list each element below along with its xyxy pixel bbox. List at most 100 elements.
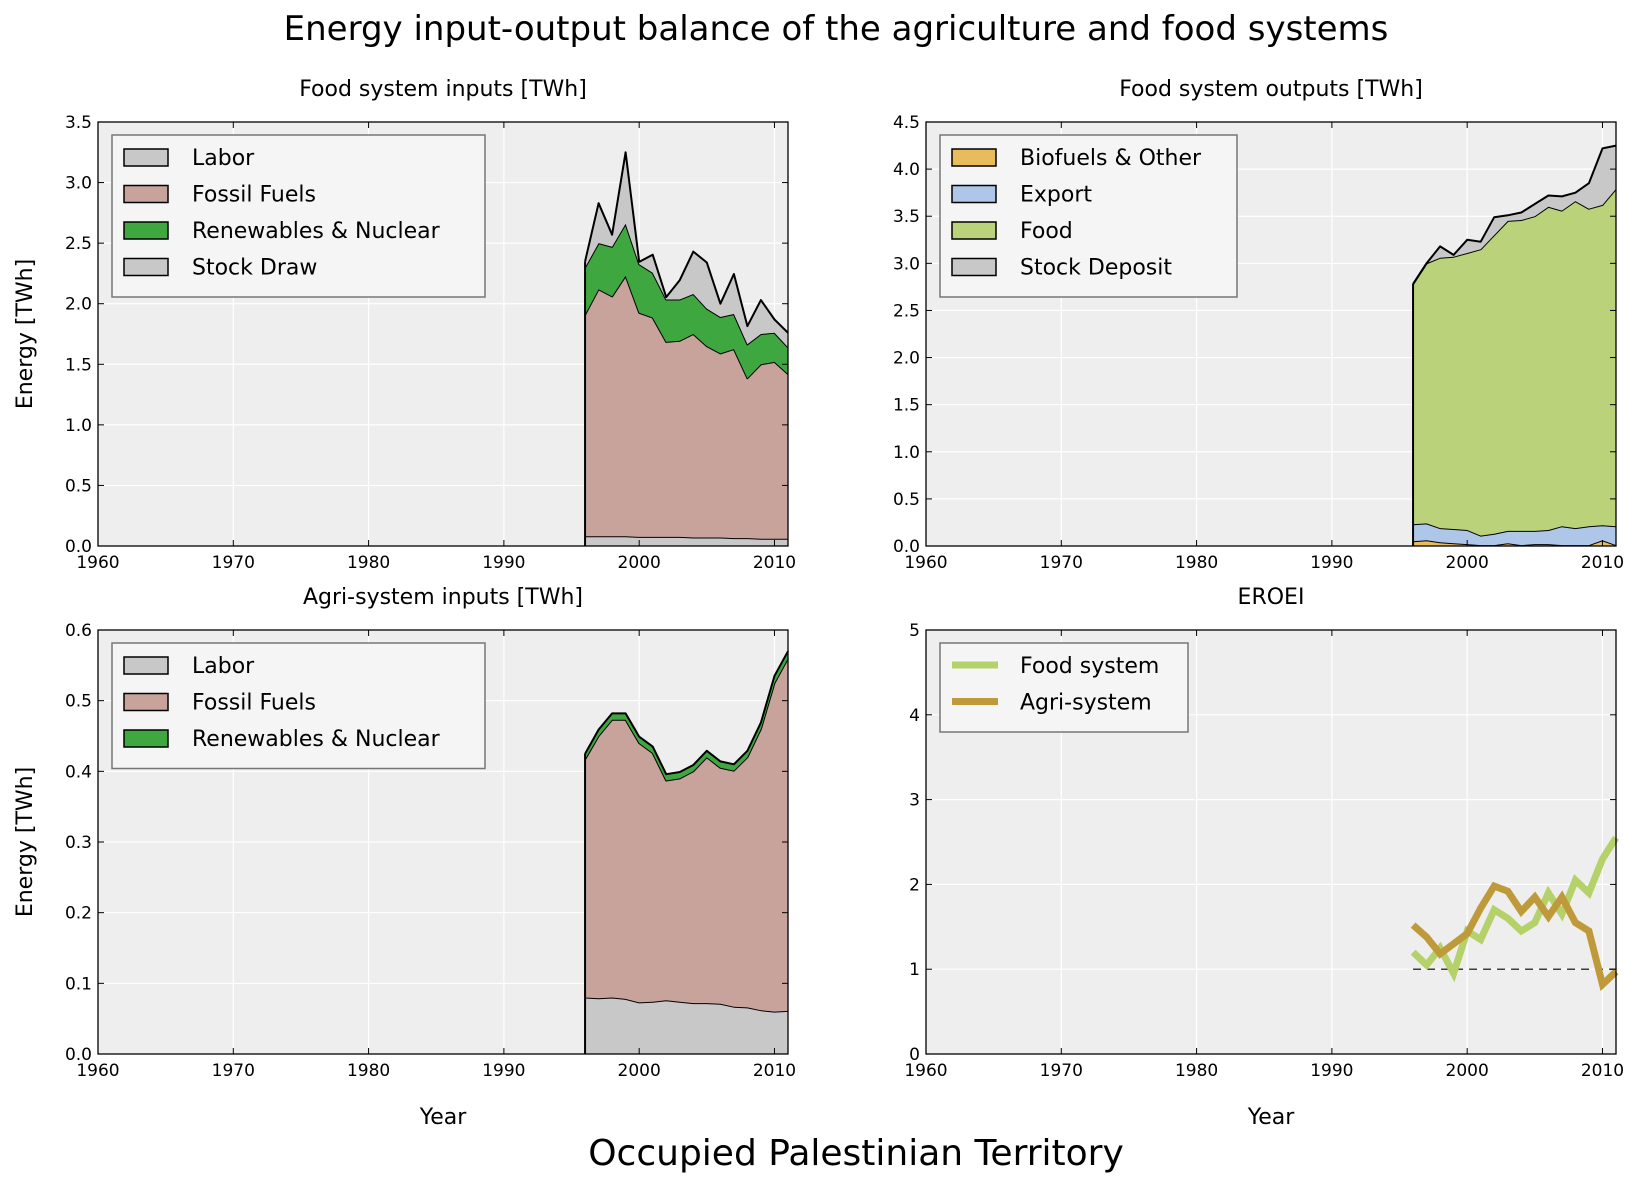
- chart1-legend-box: [111, 134, 486, 298]
- figure-title: Energy input-output balance of the agric…: [284, 9, 1389, 49]
- chart1-area-stock-draw: [585, 152, 788, 348]
- chart3: 1960 1970 1980 1990 2000 2010 0.0 0.1 0.2 0.3 0.4 0…: [13, 585, 796, 1130]
- chart2-legend-label-biofuels-other: Biofuels & Other: [1020, 146, 1202, 171]
- chart1-area-renewables-nuclear: [585, 223, 788, 379]
- chart3-ytick-label: 0.4: [65, 762, 92, 782]
- chart4-title: EROEI: [1238, 585, 1305, 610]
- chart3-area-renewables-nuclear: [585, 651, 788, 781]
- chart4-xtick-label: 1970: [1040, 1061, 1083, 1081]
- chart4-ytick-label: 1: [909, 960, 920, 980]
- chart3-ylabel: Energy [TWh]: [13, 767, 38, 917]
- chart2-frame: [925, 121, 1617, 547]
- chart3-xtick-label: 1960: [76, 1061, 119, 1081]
- chart1-title: Food system inputs [TWh]: [299, 77, 587, 102]
- chart4-xtick-label: 1990: [1310, 1061, 1353, 1081]
- chart3-xtick-label: 2010: [753, 1061, 796, 1081]
- chart4-frame: [925, 629, 1617, 1055]
- chart3-legend-label-fossil-fuels: Fossil Fuels: [192, 691, 316, 716]
- chart4-xtick-label: 1960: [904, 1061, 947, 1081]
- chart2-ytick-label: 4.0: [893, 160, 920, 180]
- chart4-legend-box: [939, 642, 1189, 733]
- chart1-legend-label-renewables-nuclear: Renewables & Nuclear: [192, 219, 441, 244]
- chart2-area-export: [1413, 523, 1616, 546]
- chart2-ytick-label: 1.0: [893, 443, 920, 463]
- chart2-legend: Biofuels & Other Export Food Stock Deposit: [939, 134, 1238, 298]
- chart3-legend-label-renewables-nuclear: Renewables & Nuclear: [192, 727, 441, 752]
- chart3-area-fossil-fuels: [585, 658, 788, 1012]
- chart2-xtick-label: 1970: [1040, 553, 1083, 573]
- chart1-edge-stock-draw: [584, 151, 789, 334]
- chart3-area-labor: [585, 997, 788, 1054]
- chart1-legend-label-stock-draw: Stock Draw: [192, 256, 317, 281]
- chart1-xtick-label: 1970: [212, 553, 255, 573]
- chart1-legend-swatch-labor: [123, 148, 169, 167]
- chart1-area-fossil-fuels: [585, 275, 788, 539]
- chart3-ytick-label: 0.2: [65, 904, 92, 924]
- chart1-frame: [97, 121, 789, 547]
- chart2-xtick-label: 2000: [1446, 553, 1489, 573]
- chart3-xtick-label: 1990: [482, 1061, 525, 1081]
- chart4-legend-label-agri-system: Agri-system: [1020, 691, 1152, 716]
- chart4-ytick-label: 2: [909, 875, 920, 895]
- chart4-xtick-label: 2000: [1446, 1061, 1489, 1081]
- chart2-edge-stock-deposit: [1412, 144, 1617, 285]
- chart2-legend-swatch-biofuels-other: [951, 148, 997, 167]
- chart2-ytick-label: 4.5: [893, 113, 920, 133]
- chart4-line-food-system: [1410, 835, 1619, 983]
- chart2-legend-label-food: Food: [1020, 219, 1073, 244]
- chart4-line-agri-system: [1410, 881, 1619, 992]
- chart3-legend: Labor Fossil Fuels Renewables & Nuclear: [111, 642, 486, 770]
- chart1-legend-swatch-fossil-fuels: [123, 184, 169, 204]
- chart4: 1960 1970 1980 1990 2000 2010 0 1 2 3 4 5 EROEI Year F…: [904, 585, 1624, 1130]
- chart1-legend-label-labor: Labor: [192, 146, 255, 171]
- chart4-legend-label-food-system: Food system: [1020, 654, 1159, 679]
- panels: 1960 1970 1980 1990 2000 2010 0.0 0.5 1.0 1.5 2.0 2…: [13, 77, 1624, 1130]
- chart1-ylabel: Energy [TWh]: [13, 259, 38, 409]
- chart1-ytick-label: 3.0: [65, 174, 92, 194]
- chart3-xtick-label: 1980: [347, 1061, 390, 1081]
- chart1-ytick-label: 3.5: [65, 113, 92, 133]
- chart3-ytick-label: 0.3: [65, 833, 92, 853]
- chart2-ytick-label: 1.5: [893, 396, 920, 416]
- chart1-legend-label-fossil-fuels: Fossil Fuels: [192, 183, 316, 208]
- chart3-ytick-label: 0.0: [65, 1045, 92, 1065]
- chart2-xtick-label: 1960: [904, 553, 947, 573]
- chart2-title: Food system outputs [TWh]: [1119, 77, 1423, 102]
- chart1-xtick-label: 1960: [76, 553, 119, 573]
- chart3-ytick-label: 0.5: [65, 692, 92, 712]
- chart2-ytick-label: 2.0: [893, 349, 920, 369]
- chart1-xtick-label: 1990: [482, 553, 525, 573]
- chart1: 1960 1970 1980 1990 2000 2010 0.0 0.5 1.0 1.5 2.0 2…: [13, 77, 796, 573]
- chart2-area-food: [1413, 188, 1616, 536]
- chart1-xtick-label: 2000: [618, 553, 661, 573]
- chart4-xtick-label: 2010: [1581, 1061, 1624, 1081]
- chart2-ytick-label: 3.5: [893, 207, 920, 227]
- chart2-ytick-label: 0.0: [893, 537, 920, 557]
- chart4-ytick-label: 0: [909, 1045, 920, 1065]
- chart1-ytick-label: 0.5: [65, 476, 92, 496]
- chart2-legend-swatch-food: [951, 221, 997, 240]
- chart2-xtick-label: 1980: [1175, 553, 1218, 573]
- chart3-legend-swatch-labor: [123, 656, 169, 675]
- chart1-ytick-label: 2.0: [65, 295, 92, 315]
- chart3-xlabel: Year: [419, 1105, 468, 1130]
- chart1-legend: Labor Fossil Fuels Renewables & Nuclear Sto…: [111, 134, 486, 298]
- chart2-legend-swatch-export: [951, 184, 997, 204]
- chart1-ytick-label: 2.5: [65, 234, 92, 254]
- chart3-ytick-label: 0.1: [65, 974, 92, 994]
- chart1-ytick-label: 1.0: [65, 416, 92, 436]
- chart3-xtick-label: 2000: [618, 1061, 661, 1081]
- chart1-xtick-label: 1980: [347, 553, 390, 573]
- chart3-edge-renewables-nuclear: [584, 650, 789, 776]
- chart3-xtick-label: 1970: [212, 1061, 255, 1081]
- chart4-xtick-label: 1980: [1175, 1061, 1218, 1081]
- figure-bottom-title: Occupied Palestinian Territory: [588, 1133, 1124, 1174]
- chart2-legend-label-stock-deposit: Stock Deposit: [1020, 256, 1172, 281]
- chart3-ytick-label: 0.6: [65, 621, 92, 641]
- chart4-legend: Food system Agri-system: [939, 642, 1189, 733]
- chart3-title: Agri-system inputs [TWh]: [303, 585, 583, 610]
- chart1-ytick-label: 1.5: [65, 355, 92, 375]
- chart1-ytick-label: 0.0: [65, 537, 92, 557]
- chart2-ytick-label: 2.5: [893, 301, 920, 321]
